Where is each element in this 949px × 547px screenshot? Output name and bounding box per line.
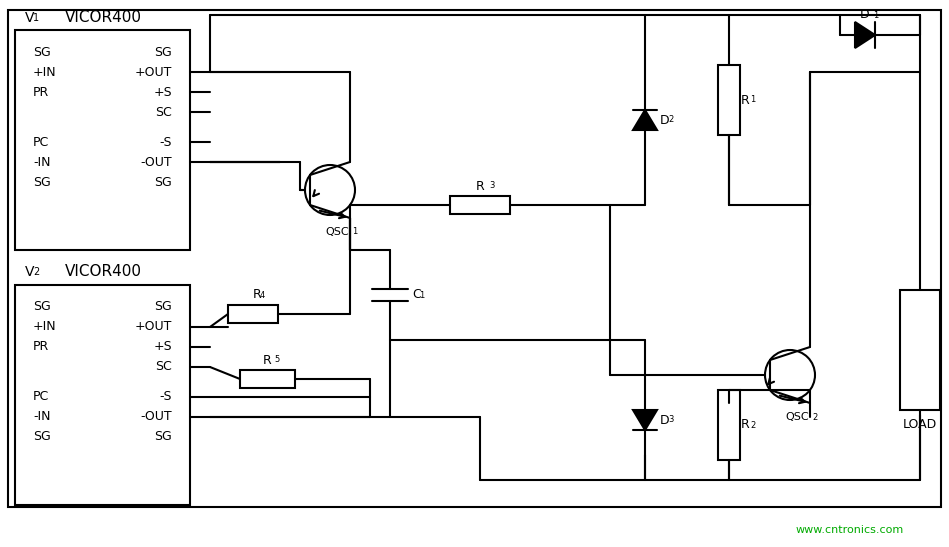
Text: +S: +S [154, 340, 172, 353]
Text: QSC: QSC [325, 227, 348, 237]
Text: R: R [741, 418, 750, 432]
Text: PC: PC [33, 391, 49, 404]
Text: -OUT: -OUT [140, 410, 172, 423]
Text: +S: +S [154, 85, 172, 98]
Text: +IN: +IN [33, 66, 57, 79]
Polygon shape [633, 410, 657, 430]
Text: SG: SG [33, 45, 50, 59]
Bar [240, 370, 295, 388]
Bar [15, 285, 190, 505]
Polygon shape [855, 22, 875, 48]
Text: R: R [263, 353, 271, 366]
Text: 2: 2 [33, 267, 39, 277]
Text: VICOR400: VICOR400 [65, 265, 142, 280]
Text: SG: SG [155, 45, 172, 59]
Text: PC: PC [33, 136, 49, 148]
Text: +OUT: +OUT [135, 66, 172, 79]
Text: -OUT: -OUT [140, 155, 172, 168]
Bar [718, 65, 740, 135]
Text: +OUT: +OUT [135, 321, 172, 334]
Text: SG: SG [33, 176, 50, 189]
Polygon shape [633, 110, 657, 130]
Text: D: D [660, 113, 670, 126]
Text: 2: 2 [750, 421, 755, 429]
Text: LOAD: LOAD [902, 418, 937, 432]
Text: SG: SG [155, 300, 172, 313]
Text: SG: SG [155, 430, 172, 444]
Text: PR: PR [33, 85, 49, 98]
Text: www.cntronics.com: www.cntronics.com [796, 525, 904, 535]
Text: SG: SG [155, 176, 172, 189]
Text: 2: 2 [668, 115, 673, 125]
Text: SG: SG [33, 300, 50, 313]
Text: V: V [25, 11, 34, 25]
Text: R: R [253, 288, 262, 301]
Text: -S: -S [159, 391, 172, 404]
Text: R: R [475, 179, 484, 193]
Text: C: C [412, 288, 420, 301]
Bar [450, 196, 510, 214]
Text: SC: SC [156, 360, 172, 374]
Text: 5: 5 [274, 356, 280, 364]
Text: R: R [741, 94, 750, 107]
Text: 1: 1 [33, 13, 39, 23]
Text: SC: SC [156, 106, 172, 119]
Text: -S: -S [159, 136, 172, 148]
Text: D: D [660, 414, 670, 427]
Text: PR: PR [33, 340, 49, 353]
Text: +IN: +IN [33, 321, 57, 334]
Text: -IN: -IN [33, 410, 50, 423]
Text: D: D [860, 9, 870, 21]
Bar [718, 390, 740, 460]
Text: 1: 1 [750, 96, 755, 104]
Text: 1: 1 [873, 10, 878, 20]
Bar [900, 290, 940, 410]
Text: 3: 3 [489, 182, 494, 190]
Text: -IN: -IN [33, 155, 50, 168]
Text: 2: 2 [812, 412, 817, 422]
Text: 1: 1 [352, 228, 357, 236]
Text: 3: 3 [668, 416, 674, 424]
Text: 1: 1 [419, 290, 424, 300]
Bar [228, 305, 278, 323]
Bar [15, 30, 190, 250]
Text: 4: 4 [260, 290, 266, 300]
Text: V: V [25, 265, 34, 279]
Text: VICOR400: VICOR400 [65, 10, 142, 26]
Text: QSC: QSC [785, 412, 809, 422]
Text: SG: SG [33, 430, 50, 444]
